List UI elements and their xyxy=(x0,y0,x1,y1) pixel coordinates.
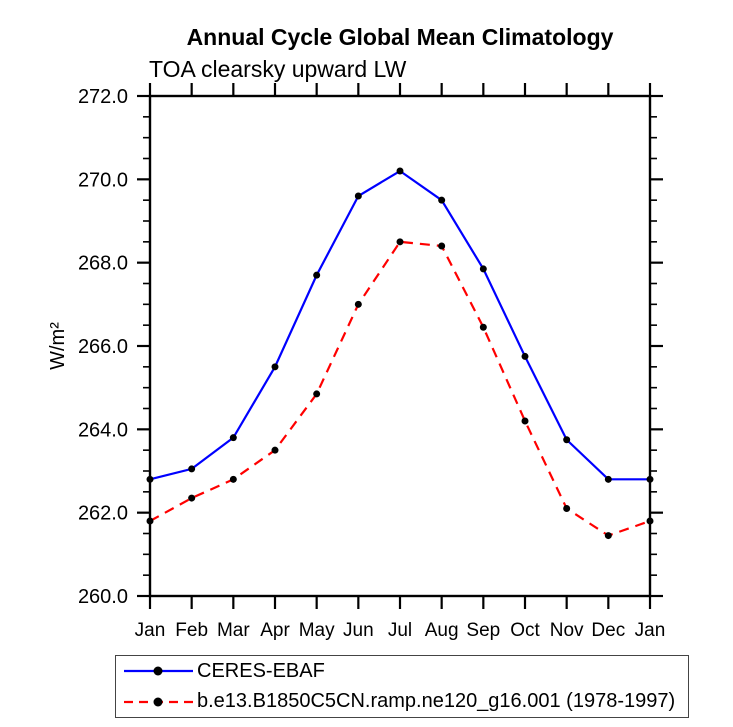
svg-text:260.0: 260.0 xyxy=(78,586,128,608)
legend-label-model-run: b.e13.B1850C5CN.ramp.ne120_g16.001 (1978… xyxy=(197,690,676,713)
chart-subtitle: TOA clearsky upward LW xyxy=(149,56,407,82)
svg-text:270.0: 270.0 xyxy=(78,169,128,191)
plot-area: 260.0 262.0 264.0 266.0 268.0 270.0 272.0 Jan Fe… xyxy=(78,83,666,641)
svg-text:Aug: Aug xyxy=(425,620,459,641)
svg-text:Sep: Sep xyxy=(466,620,500,641)
svg-text:268.0: 268.0 xyxy=(78,253,128,275)
svg-text:266.0: 266.0 xyxy=(78,336,128,358)
legend-item-ceres-ebaf: CERES-EBAF xyxy=(120,658,688,684)
svg-text:Oct: Oct xyxy=(510,620,540,641)
svg-text:264.0: 264.0 xyxy=(78,419,128,441)
svg-text:272.0: 272.0 xyxy=(78,86,128,108)
svg-text:Jun: Jun xyxy=(343,620,374,641)
legend: CERES-EBAF b.e13.B1850C5CN.ramp.ne120_g1… xyxy=(115,655,689,718)
legend-line-sample-dashed xyxy=(124,697,193,707)
legend-line-sample-solid xyxy=(124,666,193,676)
svg-text:Jan: Jan xyxy=(635,620,666,641)
chart-title: Annual Cycle Global Mean Climatology xyxy=(186,24,614,50)
legend-item-model-run: b.e13.B1850C5CN.ramp.ne120_g16.001 (1978… xyxy=(120,689,688,715)
svg-text:262.0: 262.0 xyxy=(78,503,128,525)
svg-text:Jul: Jul xyxy=(388,620,412,641)
svg-text:Nov: Nov xyxy=(550,620,584,641)
svg-text:Jan: Jan xyxy=(135,620,166,641)
legend-label-ceres-ebaf: CERES-EBAF xyxy=(197,659,325,682)
svg-text:Feb: Feb xyxy=(175,620,208,641)
svg-text:Mar: Mar xyxy=(217,620,250,641)
svg-text:Dec: Dec xyxy=(591,620,625,641)
svg-text:Apr: Apr xyxy=(260,620,290,641)
svg-text:May: May xyxy=(299,620,335,641)
